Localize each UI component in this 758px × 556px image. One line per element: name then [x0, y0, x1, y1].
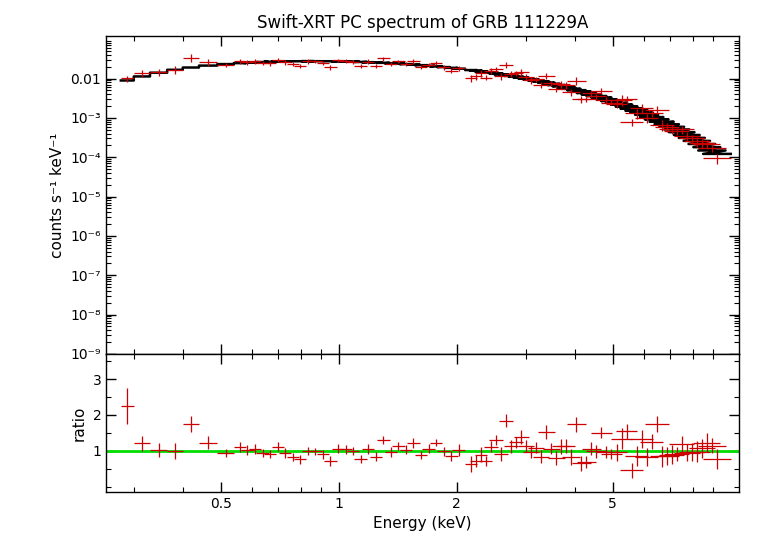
Title: Swift-XRT PC spectrum of GRB 111229A: Swift-XRT PC spectrum of GRB 111229A — [257, 14, 588, 32]
X-axis label: Energy (keV): Energy (keV) — [374, 517, 471, 532]
Y-axis label: ratio: ratio — [72, 405, 87, 441]
Y-axis label: counts s⁻¹ keV⁻¹: counts s⁻¹ keV⁻¹ — [50, 132, 65, 258]
